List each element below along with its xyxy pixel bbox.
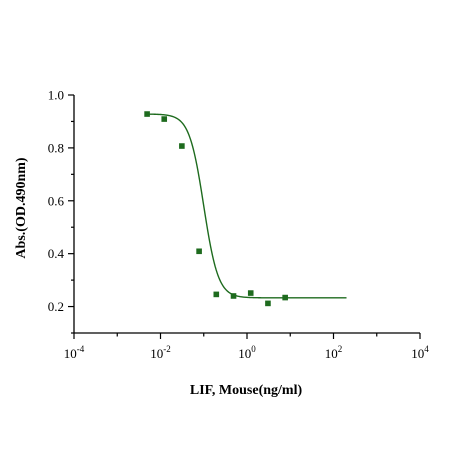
x-tick-label: 102 — [325, 344, 343, 361]
data-point — [230, 293, 237, 299]
y-tick-label: 0.4 — [48, 246, 65, 261]
data-point — [247, 290, 254, 296]
y-axis-title: Abs.(OD.490nm) — [14, 157, 29, 258]
y-tick-label: 0.2 — [48, 299, 64, 314]
data-point — [144, 111, 150, 117]
x-axis: 10-4 10-2 100 102 104 — [64, 332, 429, 361]
y-axis: 0.2 0.4 0.6 0.8 1.0 — [48, 88, 75, 334]
data-point — [161, 116, 168, 122]
y-tick-label: 0.6 — [48, 193, 65, 208]
y-tick-label: 0.8 — [48, 140, 64, 155]
data-points-layer — [144, 111, 288, 307]
x-axis-title: LIF, Mouse(ng/ml) — [190, 383, 303, 398]
x-tick-label: 10-4 — [64, 344, 85, 361]
data-point — [213, 291, 220, 298]
fit-curve-layer — [147, 113, 347, 299]
fit-curve — [147, 113, 347, 299]
data-point — [196, 248, 202, 255]
data-point — [179, 143, 185, 149]
data-point — [265, 300, 271, 307]
y-tick-label: 1.0 — [48, 88, 64, 103]
data-point — [282, 294, 288, 301]
x-tick-label: 104 — [411, 344, 429, 361]
x-tick-label: 10-2 — [150, 344, 171, 361]
x-tick-label: 100 — [238, 344, 256, 361]
